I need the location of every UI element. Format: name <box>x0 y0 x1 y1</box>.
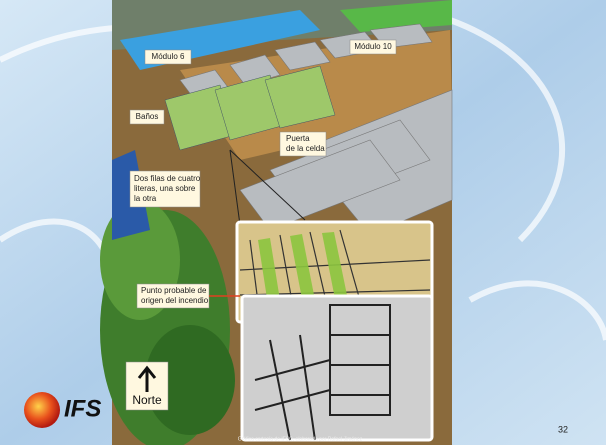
label-literas: literas, una sobre <box>134 184 196 193</box>
callouts: Módulo 6 Módulo 10 Baños Puerta de la ce… <box>125 39 397 411</box>
illustration <box>100 0 453 445</box>
label-incendio: Punto probable de <box>141 286 207 295</box>
label-modulo-10: Módulo 10 <box>354 42 392 51</box>
label-banos: Baños <box>136 112 159 121</box>
logo: IFS <box>24 392 101 428</box>
label-norte: Norte <box>132 393 162 407</box>
page-number: 32 <box>558 424 568 434</box>
label-modulo-6: Módulo 6 <box>152 52 185 61</box>
label-puerta: de la celda <box>286 144 325 153</box>
label-literas: la otra <box>134 194 157 203</box>
label-literas: Dos filas de cuatro <box>134 174 201 183</box>
credit: Gráfica cortesía de IFSC, elaborada por … <box>238 436 363 442</box>
logo-text: IFS <box>64 395 101 422</box>
label-puerta: Puerta <box>286 134 310 143</box>
label-incendio: origen del incendio <box>141 296 209 305</box>
